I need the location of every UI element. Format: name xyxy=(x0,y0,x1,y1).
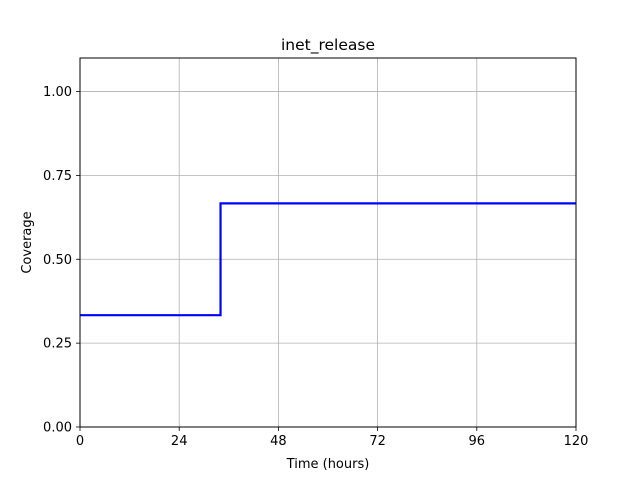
y-tick-label: 0.50 xyxy=(43,253,72,268)
x-tick-label: 24 xyxy=(171,434,188,449)
series-layer xyxy=(80,202,576,317)
x-tick-label: 120 xyxy=(564,434,589,449)
x-tick-label: 96 xyxy=(469,434,486,449)
y-tick-label: 1.00 xyxy=(43,85,72,100)
y-tick-label: 0.00 xyxy=(43,421,72,436)
grid-lines xyxy=(79,58,577,428)
x-tick-label: 0 xyxy=(76,434,84,449)
plot-area xyxy=(80,58,576,427)
plot-frame xyxy=(79,57,577,428)
coverage-series-line xyxy=(80,202,576,317)
chart-title: inet_release xyxy=(281,36,375,55)
y-axis-label: Coverage xyxy=(20,211,35,273)
x-axis-label: Time (hours) xyxy=(286,457,370,472)
y-tick-label: 0.75 xyxy=(43,169,72,184)
x-tick-label: 72 xyxy=(369,434,386,449)
x-tick-label: 48 xyxy=(270,434,287,449)
tick-layer: 0 24 48 72 96 120 0.00 0.25 0.50 0.75 1.00 xyxy=(43,85,588,449)
y-tick-label: 0.25 xyxy=(43,337,72,352)
